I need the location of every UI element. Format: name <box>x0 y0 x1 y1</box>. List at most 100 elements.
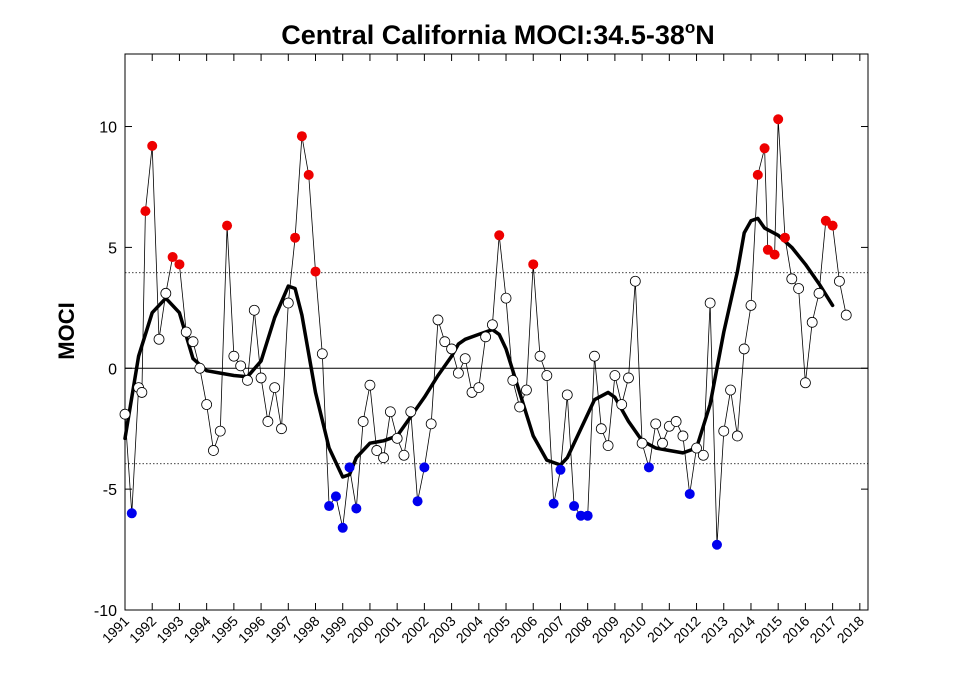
positive-anomaly-point <box>773 114 784 125</box>
data-point <box>629 275 641 287</box>
plot-frame <box>124 53 869 611</box>
x-tick-label: 2013 <box>698 613 731 646</box>
negative-anomaly-point <box>330 491 341 502</box>
negative-anomaly-point <box>324 501 335 512</box>
data-point <box>282 297 294 309</box>
data-point <box>657 437 668 449</box>
x-tick-label: 2018 <box>834 613 867 646</box>
data-point <box>276 423 287 435</box>
data-point <box>786 273 798 285</box>
data-point <box>480 331 492 343</box>
negative-anomaly-point <box>643 462 654 473</box>
data-point <box>201 399 213 410</box>
negative-anomaly-point <box>582 510 593 521</box>
positive-anomaly-point <box>140 206 151 217</box>
negative-anomaly-point <box>555 464 566 475</box>
x-tick-label: 2014 <box>725 613 758 646</box>
x-tick-label: 2004 <box>453 613 486 646</box>
data-point <box>514 401 526 413</box>
y-axis-label: MOCI <box>54 302 79 359</box>
data-point <box>623 372 634 384</box>
positive-anomaly-point <box>752 169 763 180</box>
data-point <box>459 353 471 364</box>
positive-anomaly-point <box>494 230 505 241</box>
positive-anomaly-point <box>222 220 233 231</box>
x-tick-label: 2016 <box>779 613 812 646</box>
data-point <box>214 425 226 437</box>
data-point <box>813 287 825 299</box>
data-point <box>609 370 621 381</box>
negative-anomaly-point <box>711 539 722 550</box>
positive-anomaly-point <box>296 131 307 142</box>
data-point <box>616 399 628 410</box>
data-point <box>840 309 852 321</box>
data-point <box>235 360 247 372</box>
x-tick-label: 2006 <box>507 613 540 646</box>
data-point <box>718 425 730 437</box>
data-point <box>153 333 165 345</box>
negative-anomaly-point <box>337 522 348 533</box>
data-point <box>378 452 389 464</box>
data-point <box>677 430 689 442</box>
data-point <box>473 382 485 394</box>
data-point <box>800 377 811 389</box>
data-point <box>262 416 274 427</box>
data-point <box>398 449 410 461</box>
data-point <box>187 336 199 348</box>
negative-anomaly-point <box>344 462 355 473</box>
data-point <box>405 406 417 418</box>
x-tick-label: 1999 <box>317 613 350 646</box>
x-tick-label: 2007 <box>534 613 567 646</box>
data-point <box>595 423 607 435</box>
data-point <box>834 275 845 287</box>
smoothed-trend-line <box>123 216 835 479</box>
y-tick-label: 0 <box>108 361 117 378</box>
data-point <box>316 348 328 360</box>
data-point <box>670 416 682 427</box>
x-tick-label: 2000 <box>344 613 377 646</box>
data-point <box>487 319 498 331</box>
chart-title-degree: o <box>685 18 695 37</box>
data-point <box>500 292 512 304</box>
data-point <box>248 304 260 316</box>
negative-anomaly-point <box>419 462 430 473</box>
x-tick-label: 2012 <box>670 613 703 646</box>
negative-anomaly-point <box>412 496 423 507</box>
data-point <box>439 336 451 348</box>
positive-anomaly-point <box>528 259 539 270</box>
data-point <box>208 445 219 456</box>
data-point <box>602 440 614 452</box>
data-point <box>507 374 519 386</box>
data-point <box>725 384 736 396</box>
data-point <box>357 416 369 427</box>
positive-anomaly-point <box>779 232 790 243</box>
data-point <box>745 300 757 311</box>
data-point <box>806 316 818 328</box>
x-tick-label: 2001 <box>371 613 404 646</box>
data-point <box>541 370 553 381</box>
data-point <box>636 437 648 449</box>
data-point <box>561 389 573 401</box>
data-point <box>589 350 600 362</box>
x-tick-label: 1994 <box>180 613 213 646</box>
y-tick-label: 10 <box>99 120 117 137</box>
data-point <box>704 297 716 309</box>
chart-title-main: Central California MOCI:34.5-38 <box>281 20 685 50</box>
x-tick-label: 1995 <box>208 613 241 646</box>
x-tick-label: 2009 <box>589 613 622 646</box>
data-point <box>650 418 662 430</box>
x-axis-ticks: 1991199219931994199519961997199819992000… <box>99 54 867 646</box>
x-tick-label: 2003 <box>425 613 458 646</box>
data-point <box>255 372 267 384</box>
data-point <box>119 408 131 420</box>
negative-anomaly-point <box>351 503 362 514</box>
positive-anomaly-point <box>174 259 185 270</box>
y-tick-label: 5 <box>108 240 117 257</box>
data-point <box>391 432 403 444</box>
x-tick-label: 2017 <box>806 613 839 646</box>
data-point <box>691 442 702 454</box>
negative-anomaly-point <box>569 501 580 512</box>
data-point <box>432 314 444 326</box>
data-point <box>384 406 396 418</box>
